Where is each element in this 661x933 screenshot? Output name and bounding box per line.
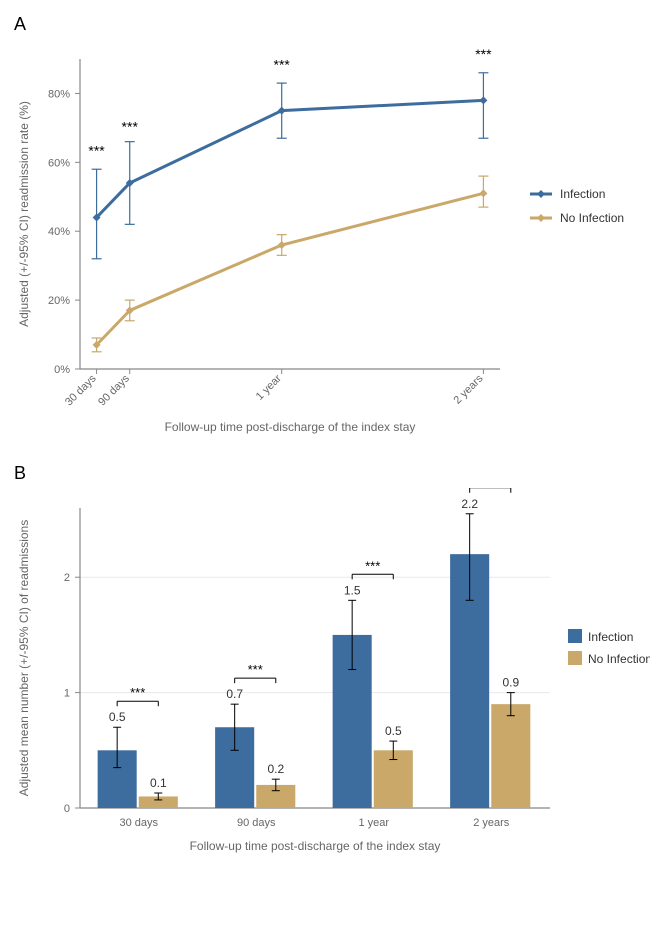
svg-text:2: 2 bbox=[64, 572, 70, 584]
svg-text:No Infection: No Infection bbox=[560, 211, 624, 225]
panel-b-label: B bbox=[14, 463, 651, 484]
panel-a-chart: 0% 20% 40% 60% 80% 30 days90 days 1 year 2 year… bbox=[10, 39, 651, 459]
svg-text:30 days: 30 days bbox=[63, 372, 99, 408]
svg-text:***: *** bbox=[248, 662, 263, 677]
svg-text:1 year: 1 year bbox=[254, 372, 284, 402]
svg-text:Infection: Infection bbox=[588, 630, 633, 644]
svg-text:0.7: 0.7 bbox=[226, 687, 243, 701]
svg-text:***: *** bbox=[130, 685, 145, 700]
panel-a-label: A bbox=[14, 14, 651, 35]
svg-text:0.5: 0.5 bbox=[385, 724, 402, 738]
svg-text:0: 0 bbox=[64, 803, 70, 815]
panel-b-chart: 0 1 2 0.5 0.1 *** 30 days 0.7 0.2 *** 90 days 1.5 0.… bbox=[10, 488, 651, 908]
svg-text:***: *** bbox=[274, 56, 291, 72]
svg-text:2 years: 2 years bbox=[452, 372, 486, 406]
svg-text:Adjusted mean number (+/-95% C: Adjusted mean number (+/-95% CI) of read… bbox=[17, 520, 31, 796]
svg-text:2.2: 2.2 bbox=[461, 497, 478, 511]
svg-text:Adjusted (+/-95% CI) readmissi: Adjusted (+/-95% CI) readmission rate (%… bbox=[17, 101, 31, 327]
svg-text:1: 1 bbox=[64, 688, 70, 700]
svg-text:0.2: 0.2 bbox=[267, 762, 284, 776]
svg-text:Follow-up time post-discharge: Follow-up time post-discharge of the ind… bbox=[165, 420, 416, 434]
svg-text:0.9: 0.9 bbox=[502, 676, 519, 690]
svg-text:1 year: 1 year bbox=[358, 817, 389, 829]
svg-text:1.5: 1.5 bbox=[344, 583, 361, 597]
svg-text:Infection: Infection bbox=[560, 187, 605, 201]
svg-text:No Infection: No Infection bbox=[588, 652, 650, 666]
svg-text:60%: 60% bbox=[48, 157, 70, 169]
svg-text:0%: 0% bbox=[54, 364, 70, 376]
svg-text:***: *** bbox=[88, 142, 105, 158]
svg-text:2 years: 2 years bbox=[473, 817, 510, 829]
svg-text:***: *** bbox=[475, 46, 492, 62]
svg-text:Follow-up time post-discharge: Follow-up time post-discharge of the ind… bbox=[190, 839, 441, 853]
svg-text:90 days: 90 days bbox=[237, 817, 276, 829]
svg-text:20%: 20% bbox=[48, 295, 70, 307]
svg-text:0.1: 0.1 bbox=[150, 776, 167, 790]
svg-text:80%: 80% bbox=[48, 88, 70, 100]
svg-text:***: *** bbox=[122, 118, 139, 134]
svg-text:30 days: 30 days bbox=[119, 817, 158, 829]
svg-text:***: *** bbox=[365, 558, 380, 573]
svg-text:0.5: 0.5 bbox=[109, 710, 126, 724]
svg-text:90 days: 90 days bbox=[96, 372, 132, 408]
svg-text:40%: 40% bbox=[48, 226, 70, 238]
